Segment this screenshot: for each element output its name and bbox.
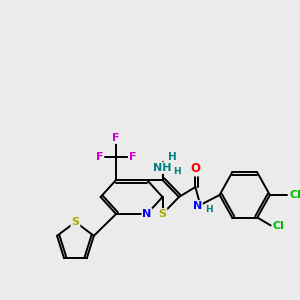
- Text: F: F: [96, 152, 103, 162]
- Text: S: S: [71, 217, 80, 227]
- Text: F: F: [112, 133, 120, 143]
- Text: O: O: [190, 163, 200, 176]
- Text: H: H: [173, 167, 181, 176]
- Text: S: S: [158, 209, 166, 219]
- Text: NH: NH: [153, 163, 172, 173]
- Text: N: N: [193, 201, 202, 211]
- Text: Cl: Cl: [289, 190, 300, 200]
- Text: Cl: Cl: [273, 220, 284, 230]
- Text: N: N: [142, 209, 152, 219]
- Text: H: H: [168, 152, 177, 162]
- Text: F: F: [129, 152, 136, 162]
- Text: H: H: [205, 205, 213, 214]
